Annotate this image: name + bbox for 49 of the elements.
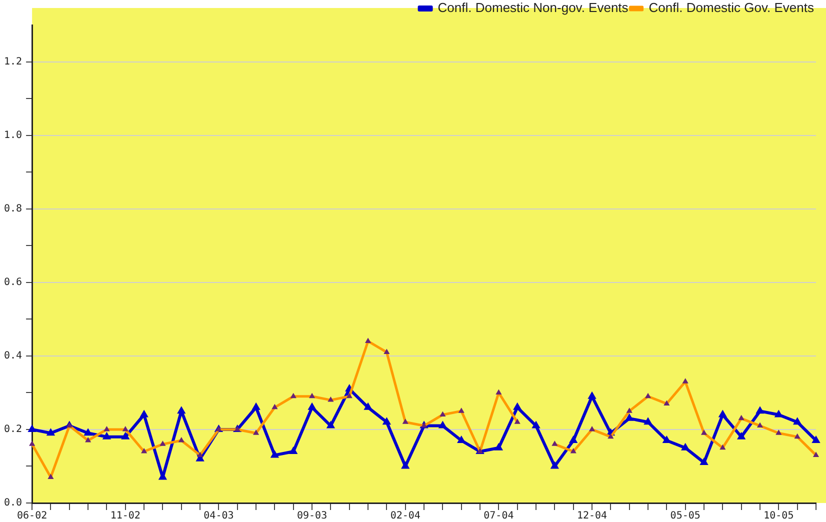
- point: [84, 428, 92, 436]
- legend-label: Confl. Domestic Gov. Events: [648, 0, 814, 16]
- y-tick-label: 1.2: [4, 56, 22, 68]
- point: [270, 450, 280, 458]
- point: [252, 402, 260, 410]
- x-tick-label: 11-02: [110, 510, 140, 522]
- point: [569, 435, 578, 443]
- point: [177, 406, 186, 414]
- point: [588, 391, 596, 399]
- point: [46, 428, 56, 436]
- y-tick-label: 0.4: [4, 350, 22, 362]
- point: [532, 420, 540, 428]
- point: [308, 402, 316, 410]
- point: [644, 417, 652, 425]
- x-tick-label: 06-02: [17, 510, 48, 522]
- x-tick-label: 02-04: [390, 510, 420, 522]
- x-tick-label: 09-03: [296, 510, 328, 522]
- point: [756, 406, 764, 414]
- point: [494, 442, 504, 450]
- y-tick-label: 0.2: [4, 424, 22, 436]
- y-tick-label: 0.6: [4, 276, 22, 288]
- point: [700, 458, 708, 466]
- point: [121, 432, 130, 440]
- x-tick-label: 04-03: [204, 510, 234, 522]
- point: [289, 446, 298, 454]
- point: [140, 410, 148, 418]
- point: [718, 410, 728, 418]
- x-tick-label: 10-05: [764, 510, 794, 522]
- point: [401, 461, 410, 469]
- point: [550, 461, 560, 469]
- x-tick-label: 12-04: [576, 510, 608, 522]
- point: [102, 432, 112, 440]
- x-tick-label: 05-05: [670, 510, 700, 522]
- x-tick-label: 07-04: [484, 510, 514, 522]
- point: [793, 417, 802, 425]
- point: [681, 442, 690, 450]
- point: [737, 432, 746, 440]
- point: [625, 413, 634, 421]
- point: [364, 402, 372, 410]
- point: [28, 424, 36, 432]
- y-tick-label: 0.8: [4, 203, 22, 214]
- point: [438, 420, 448, 428]
- point: [513, 402, 522, 410]
- point: [812, 435, 820, 443]
- y-tick-label: 1.0: [4, 130, 22, 141]
- legend-label: Confl. Domestic Non-gov. Events: [438, 0, 629, 16]
- point: [326, 420, 336, 428]
- point: [382, 417, 392, 425]
- y-tick-label: 0.0: [4, 498, 22, 509]
